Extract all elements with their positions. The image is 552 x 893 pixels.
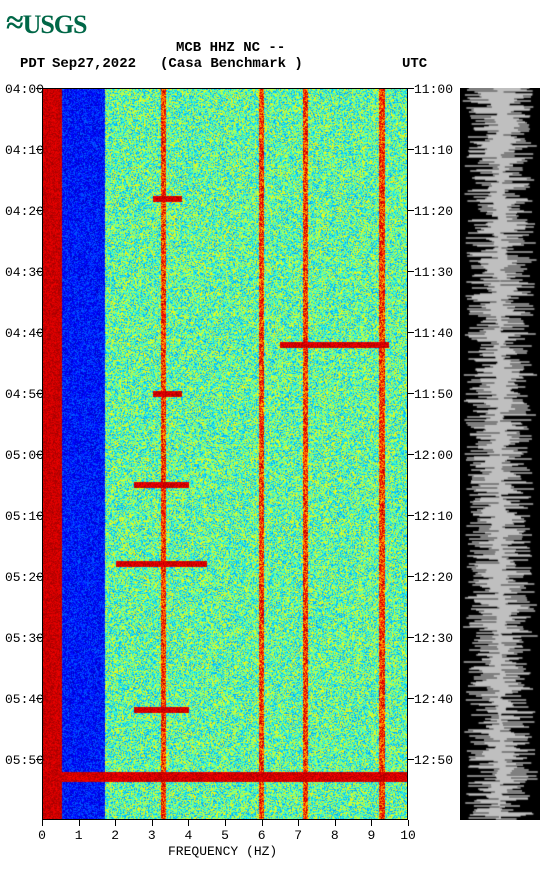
- y-left-tick: 04:00: [5, 82, 39, 97]
- y-left-tick: 04:10: [5, 143, 39, 158]
- y-left-tick: 04:40: [5, 326, 39, 341]
- y-right-tick: 11:20: [414, 204, 453, 219]
- location-label: (Casa Benchmark ): [160, 56, 303, 72]
- x-tick: 6: [252, 828, 272, 843]
- y-left-tick: 04:20: [5, 204, 39, 219]
- y-left-tick: 04:30: [5, 265, 39, 280]
- y-left-tick: 05:40: [5, 692, 39, 707]
- x-tick: 8: [325, 828, 345, 843]
- y-right-tick: 11:10: [414, 143, 453, 158]
- y-right-tick: 11:30: [414, 265, 453, 280]
- x-tick: 9: [361, 828, 381, 843]
- date-label: Sep27,2022: [52, 56, 136, 72]
- x-tick: 4: [178, 828, 198, 843]
- x-tick: 3: [142, 828, 162, 843]
- y-left-tick: 05:10: [5, 509, 39, 524]
- y-left-tick: 05:00: [5, 448, 39, 463]
- spectrogram-plot: [42, 88, 408, 820]
- y-right-tick: 11:40: [414, 326, 453, 341]
- y-right-tick: 12:30: [414, 631, 453, 646]
- x-tick: 0: [32, 828, 52, 843]
- tz-right-label: UTC: [402, 56, 427, 72]
- y-left-tick: 05:50: [5, 753, 39, 768]
- x-axis-title: FREQUENCY (HZ): [168, 844, 277, 859]
- y-right-tick: 12:20: [414, 570, 453, 585]
- y-left-tick: 05:30: [5, 631, 39, 646]
- x-tick: 10: [398, 828, 418, 843]
- y-right-tick: 12:50: [414, 753, 453, 768]
- y-right-tick: 11:50: [414, 387, 453, 402]
- y-right-tick: 11:00: [414, 82, 453, 97]
- usgs-logo: ≈USGS: [6, 4, 86, 41]
- x-tick: 2: [105, 828, 125, 843]
- station-code: MCB HHZ NC --: [176, 40, 285, 56]
- x-tick: 7: [288, 828, 308, 843]
- y-right-tick: 12:40: [414, 692, 453, 707]
- y-left-tick: 05:20: [5, 570, 39, 585]
- x-tick: 5: [215, 828, 235, 843]
- seismogram-panel: [460, 88, 540, 820]
- x-tick: 1: [69, 828, 89, 843]
- y-right-tick: 12:10: [414, 509, 453, 524]
- tz-left-label: PDT: [20, 56, 45, 72]
- y-right-tick: 12:00: [414, 448, 453, 463]
- y-left-tick: 04:50: [5, 387, 39, 402]
